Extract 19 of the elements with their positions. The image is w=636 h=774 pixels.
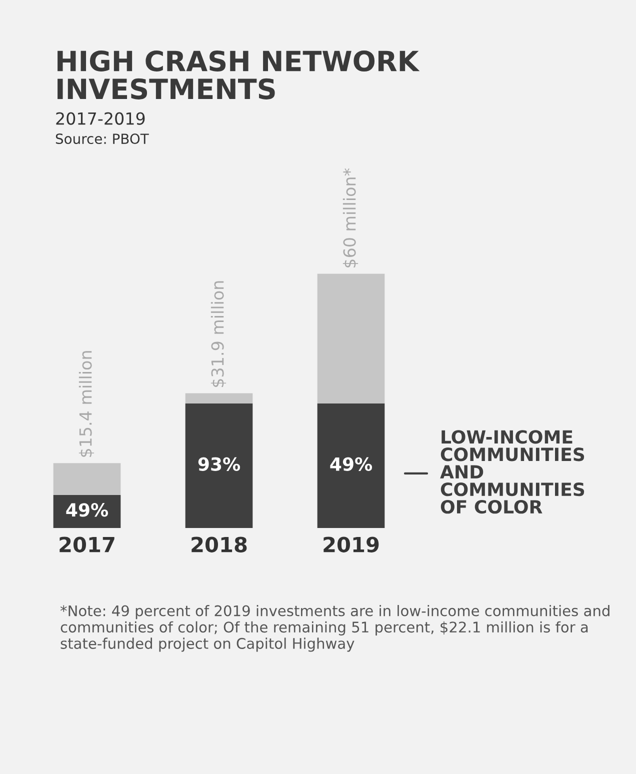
text: *Note: 49 percent of 2019 investments are in low-income communities and communities of color; Of the remaining 51 percent, $22.1 million is for a state-funded project on Capitol Highway (60, 605, 610, 652)
bar (185, 403, 253, 528)
bar (53, 463, 121, 495)
legend-label: LOW-INCOME COMMUNITIES AND COMMUNITIES OF COLOR (440, 430, 584, 514)
bar (317, 274, 385, 404)
annotation: 93% (198, 457, 240, 471)
annotation: $31.9 million (210, 281, 226, 387)
x-tick-label: 2018 (192, 536, 247, 552)
chart-subtitle: 2017-2019 (56, 112, 145, 125)
x-tick-label: 2017 (60, 536, 114, 552)
text: $60 million* (342, 168, 358, 268)
bar (185, 393, 253, 404)
x-tick-label: 2019 (324, 536, 379, 552)
bar (317, 403, 385, 528)
source-note: Source: PBOT (56, 134, 149, 144)
annotation: 49% (330, 457, 372, 471)
annotation: 49% (66, 503, 108, 517)
annotation: $15.4 million (78, 351, 94, 457)
chart-title: HIGH CRASH NETWORK INVESTMENTS (58, 50, 420, 100)
